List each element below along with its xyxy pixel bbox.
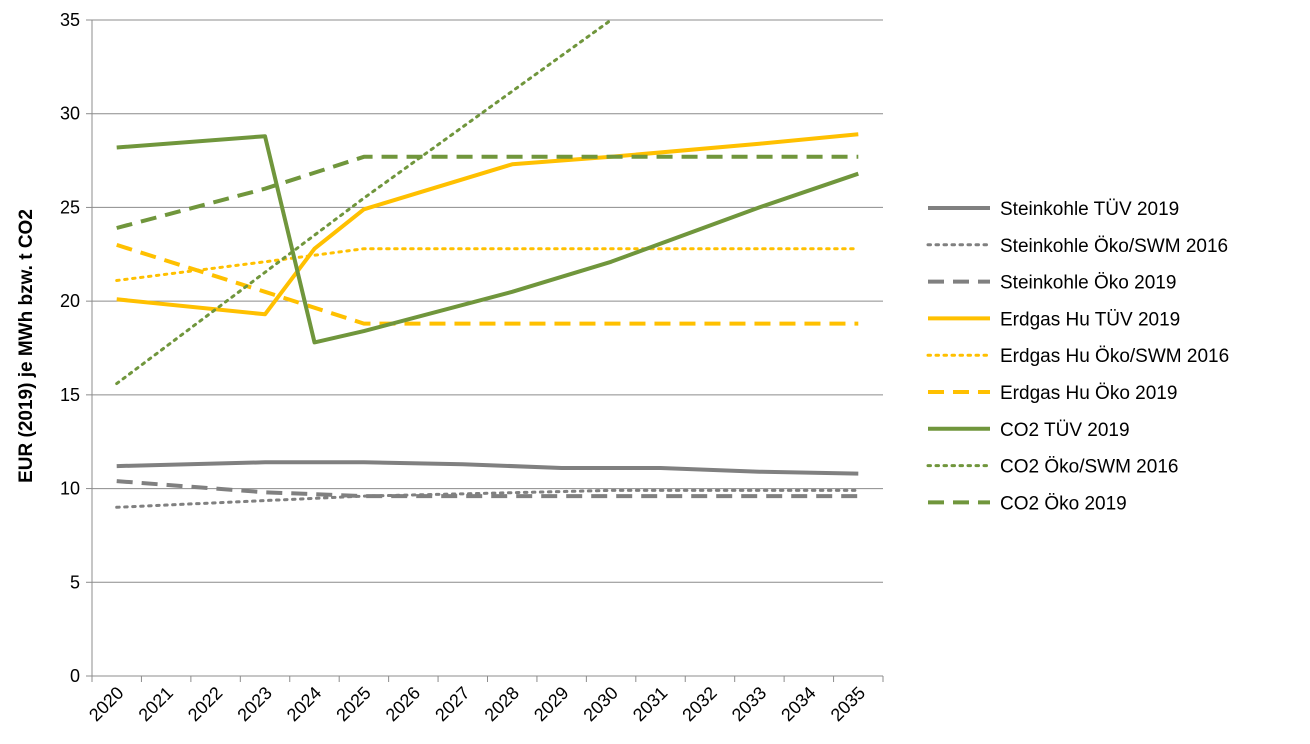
series-lines — [115, 18, 860, 509]
legend-label-5: Erdgas Hu Öko/SWM 2016 — [1000, 346, 1229, 367]
y-tick-label: 25 — [60, 197, 80, 217]
x-tick-label: 2034 — [777, 683, 819, 725]
series-line-9 — [116, 154, 859, 230]
series-line-2 — [115, 488, 860, 509]
series-line-8 — [115, 18, 613, 386]
x-tick-label: 2026 — [382, 683, 424, 725]
y-axis-label: EUR (2019) je MWh bzw. t CO2 — [16, 209, 37, 483]
legend-label-1: Steinkohle TÜV 2019 — [1000, 199, 1179, 220]
y-tick-label: 20 — [60, 291, 80, 311]
y-tick-label: 10 — [60, 479, 80, 499]
series-line-5 — [115, 247, 860, 282]
y-tick-label: 35 — [60, 10, 80, 30]
y-tick-label: 0 — [70, 666, 80, 686]
y-tick-label: 5 — [70, 572, 80, 592]
legend-label-7: CO2 TÜV 2019 — [1000, 420, 1130, 441]
x-tick-label: 2027 — [431, 683, 473, 725]
y-tick-label: 15 — [60, 385, 80, 405]
x-tick-label: 2022 — [184, 683, 226, 725]
x-tick-label: 2035 — [827, 683, 869, 725]
x-tick-labels: 2020 2021 2022 2023 2024 2025 2026 2027 2028 2029… — [85, 683, 869, 725]
x-tick-label: 2025 — [332, 683, 374, 725]
legend-label-4: Erdgas Hu TÜV 2019 — [1000, 309, 1180, 330]
series-line-1 — [116, 460, 859, 476]
series-line-6 — [116, 242, 859, 326]
legend-label-3: Steinkohle Öko 2019 — [1000, 273, 1176, 294]
y-tick-labels: 0 5 10 15 20 25 30 35 — [60, 10, 80, 686]
x-tick-label: 2028 — [481, 683, 523, 725]
x-tick-label: 2021 — [135, 683, 177, 725]
x-tick-label: 2029 — [530, 683, 572, 725]
legend-label-2: Steinkohle Öko/SWM 2016 — [1000, 236, 1228, 257]
grid-lines — [92, 19, 883, 583]
x-tick-label: 2033 — [728, 683, 770, 725]
series-line-4 — [116, 132, 859, 317]
legend-label-8: CO2 Öko/SWM 2016 — [1000, 457, 1178, 478]
x-tick-label: 2023 — [233, 683, 275, 725]
x-tick-label: 2032 — [678, 683, 720, 725]
x-tick-label: 2024 — [283, 683, 325, 725]
legend-label-9: CO2 Öko 2019 — [1000, 493, 1127, 514]
y-tick-label: 30 — [60, 104, 80, 124]
series-line-7 — [116, 134, 859, 345]
x-tick-label: 2030 — [579, 683, 621, 725]
x-tick-label: 2020 — [85, 683, 127, 725]
axes — [86, 19, 884, 682]
legend: Steinkohle TÜV 2019 Steinkohle Öko/SWM 20… — [926, 199, 1229, 514]
x-tick-label: 2031 — [629, 683, 671, 725]
legend-label-6: Erdgas Hu Öko 2019 — [1000, 383, 1177, 404]
